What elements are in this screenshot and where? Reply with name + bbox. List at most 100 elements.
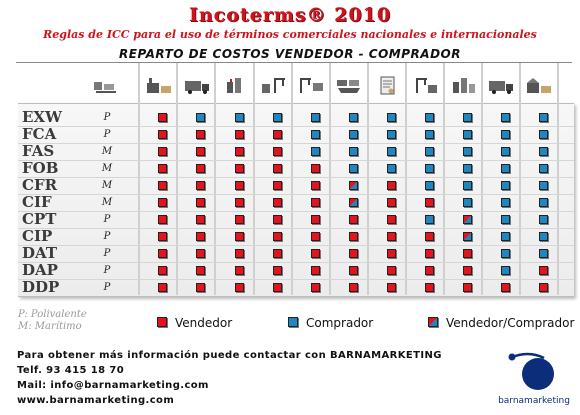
cost-cell bbox=[463, 198, 472, 207]
transport-mode: M bbox=[101, 197, 113, 208]
cost-cell bbox=[425, 266, 434, 275]
cost-cell bbox=[501, 232, 510, 241]
cost-cell bbox=[425, 164, 434, 173]
cost-cell bbox=[235, 232, 244, 241]
transport-mode: P bbox=[103, 282, 111, 293]
cost-cell bbox=[235, 147, 244, 156]
cost-cell bbox=[196, 232, 205, 241]
cost-cell bbox=[349, 249, 358, 258]
cost-cell bbox=[539, 266, 548, 275]
cost-cell bbox=[196, 130, 205, 139]
cost-cell bbox=[501, 164, 510, 173]
cost-cell bbox=[158, 113, 167, 122]
company-logo: barnamarketing bbox=[498, 348, 570, 408]
cost-cell bbox=[349, 266, 358, 275]
cost-cell bbox=[311, 215, 320, 224]
packing-icon bbox=[90, 74, 120, 96]
contact-website[interactable]: www.barnamarketing.com bbox=[17, 395, 175, 406]
transport-mode: P bbox=[103, 214, 111, 225]
cost-cell bbox=[273, 130, 282, 139]
column-separator bbox=[291, 63, 293, 295]
contact-info-line: Para obtener más información puede conta… bbox=[17, 350, 442, 361]
cost-cell bbox=[235, 249, 244, 258]
cost-cell bbox=[158, 249, 167, 258]
cost-cell bbox=[273, 181, 282, 190]
cost-cell bbox=[349, 283, 358, 292]
cost-cell bbox=[425, 215, 434, 224]
logo-text: barnamarketing bbox=[498, 396, 570, 406]
table-row: CFR M bbox=[18, 177, 574, 194]
legend-comprador-swatch bbox=[288, 317, 298, 327]
cost-cell bbox=[158, 232, 167, 241]
cost-cell bbox=[425, 181, 434, 190]
legend-vendedor-comprador-label: Vendedor/Comprador bbox=[446, 316, 575, 330]
incoterm-code: CPT bbox=[22, 210, 57, 228]
cost-cell bbox=[235, 198, 244, 207]
cost-cell bbox=[463, 181, 472, 190]
cost-cell bbox=[235, 215, 244, 224]
row-divider bbox=[18, 245, 574, 246]
cost-cell bbox=[425, 113, 434, 122]
cost-cell bbox=[387, 266, 396, 275]
transport-mode: M bbox=[101, 146, 113, 157]
column-separator bbox=[253, 63, 255, 295]
cost-cell bbox=[501, 249, 510, 258]
table-row: DDP P bbox=[18, 279, 574, 296]
truck-delivery-icon bbox=[486, 74, 516, 96]
mode-legend: P: Polivalente M: Marítimo bbox=[18, 309, 87, 333]
page-subtitle: Reglas de ICC para el uso de términos co… bbox=[43, 28, 537, 41]
cost-cell bbox=[387, 130, 396, 139]
cost-cell bbox=[539, 181, 548, 190]
cost-cell bbox=[349, 232, 358, 241]
table-row: DAP P bbox=[18, 262, 574, 279]
cost-cell bbox=[425, 198, 434, 207]
column-separator bbox=[557, 63, 559, 295]
cost-cell bbox=[425, 130, 434, 139]
cost-cell bbox=[463, 283, 472, 292]
transport-mode: P bbox=[103, 248, 111, 259]
table-row: FOB M bbox=[18, 160, 574, 177]
cost-cell bbox=[196, 113, 205, 122]
cost-cell bbox=[196, 147, 205, 156]
row-divider bbox=[18, 126, 574, 127]
incoterm-code: CFR bbox=[22, 176, 58, 194]
cost-cell bbox=[311, 181, 320, 190]
row-divider bbox=[18, 177, 574, 178]
cost-cell bbox=[387, 249, 396, 258]
column-separator bbox=[138, 63, 140, 295]
cost-cell bbox=[235, 266, 244, 275]
incoterm-code: FOB bbox=[22, 159, 59, 177]
cost-cell bbox=[501, 215, 510, 224]
cost-cell bbox=[387, 198, 396, 207]
cost-cell bbox=[539, 249, 548, 258]
cost-cell bbox=[425, 283, 434, 292]
cost-cell bbox=[273, 266, 282, 275]
incoterm-code: FCA bbox=[22, 125, 57, 143]
cost-cell bbox=[311, 266, 320, 275]
heading-divider bbox=[16, 62, 572, 63]
contact-phone: Telf. 93 415 18 70 bbox=[17, 365, 125, 376]
legend-comprador-label: Comprador bbox=[306, 316, 374, 330]
table-row: CPT P bbox=[18, 211, 574, 228]
cost-cell bbox=[463, 147, 472, 156]
cost-cell bbox=[311, 130, 320, 139]
cost-cell bbox=[539, 147, 548, 156]
icon-strip bbox=[84, 64, 572, 102]
cost-cell bbox=[539, 198, 548, 207]
logo-globe-icon bbox=[508, 352, 554, 390]
cost-cell bbox=[349, 130, 358, 139]
cost-cell bbox=[196, 181, 205, 190]
cost-cell bbox=[158, 130, 167, 139]
transport-mode: P bbox=[103, 265, 111, 276]
column-separator bbox=[367, 63, 369, 295]
freight-icon bbox=[334, 74, 364, 96]
contact-email[interactable]: Mail: info@barnamarketing.com bbox=[17, 380, 209, 391]
cost-cell bbox=[387, 232, 396, 241]
cost-cell bbox=[349, 198, 358, 207]
cost-cell bbox=[349, 164, 358, 173]
legend-vendedor-comprador-swatch bbox=[428, 317, 438, 327]
cost-cell bbox=[539, 130, 548, 139]
cost-cell bbox=[235, 130, 244, 139]
incoterm-code: DAP bbox=[22, 261, 58, 279]
cost-cell bbox=[349, 215, 358, 224]
